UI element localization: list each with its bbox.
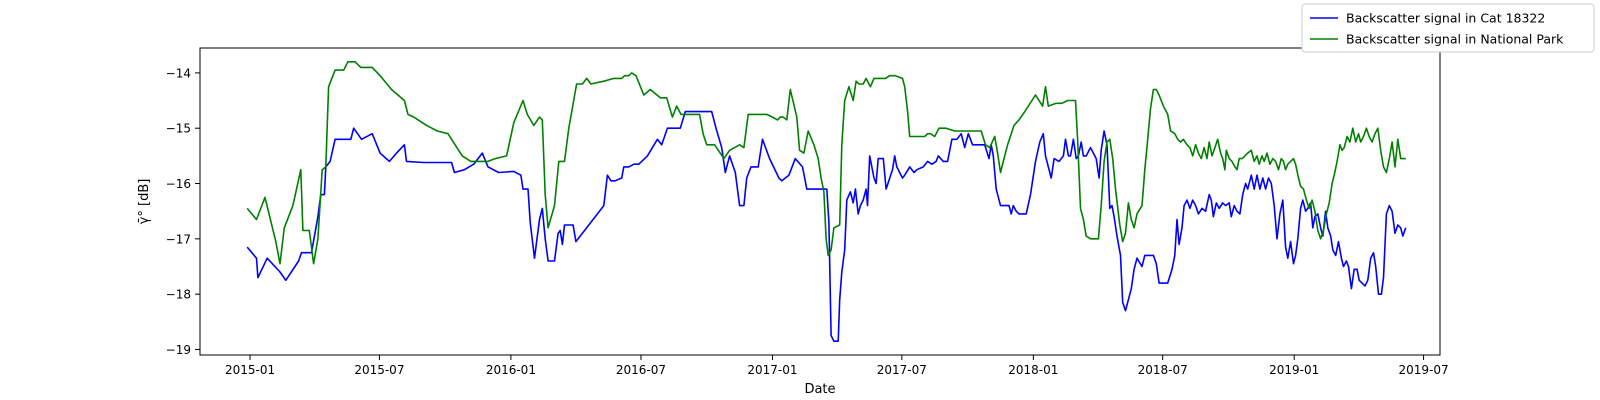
y-tick-label: −16 bbox=[166, 177, 191, 191]
x-tick-label: 2016-01 bbox=[486, 363, 536, 377]
y-tick-label: −17 bbox=[166, 232, 191, 246]
x-tick-label: 2018-07 bbox=[1138, 363, 1188, 377]
plot-area bbox=[199, 47, 1441, 356]
x-tick-label: 2017-01 bbox=[747, 363, 797, 377]
x-tick-label: 2015-07 bbox=[354, 363, 404, 377]
y-axis-label: γ̄° [dB] bbox=[137, 179, 152, 225]
series-line-national-park bbox=[246, 61, 1406, 265]
x-axis-ticks: 2015-01 2015-07 2016-01 2016-07 2017-01 2017-… bbox=[225, 355, 1449, 377]
axes-frame bbox=[199, 47, 1441, 356]
legend-label-national-park: Backscatter signal in National Park bbox=[1346, 32, 1564, 47]
legend: Backscatter signal in Cat 18322 Backscat… bbox=[1301, 3, 1595, 53]
y-tick-label: −18 bbox=[166, 288, 191, 302]
y-tick-label: −14 bbox=[166, 66, 191, 80]
series-lines bbox=[246, 61, 1407, 342]
legend-label-cat: Backscatter signal in Cat 18322 bbox=[1346, 11, 1545, 26]
x-tick-label: 2019-01 bbox=[1269, 363, 1319, 377]
legend-frame bbox=[1301, 3, 1595, 53]
x-tick-label: 2018-01 bbox=[1008, 363, 1058, 377]
y-tick-label: −15 bbox=[166, 122, 191, 136]
x-tick-label: 2017-07 bbox=[877, 363, 927, 377]
y-axis-ticks: −19 −18 −17 −16 −15 −14 bbox=[166, 66, 200, 357]
y-tick-label: −19 bbox=[166, 343, 191, 357]
x-tick-label: 2019-07 bbox=[1398, 363, 1448, 377]
x-tick-label: 2015-01 bbox=[225, 363, 275, 377]
series-line-cat-18322 bbox=[246, 110, 1407, 342]
x-axis-label: Date bbox=[804, 382, 835, 397]
x-tick-label: 2016-07 bbox=[616, 363, 666, 377]
